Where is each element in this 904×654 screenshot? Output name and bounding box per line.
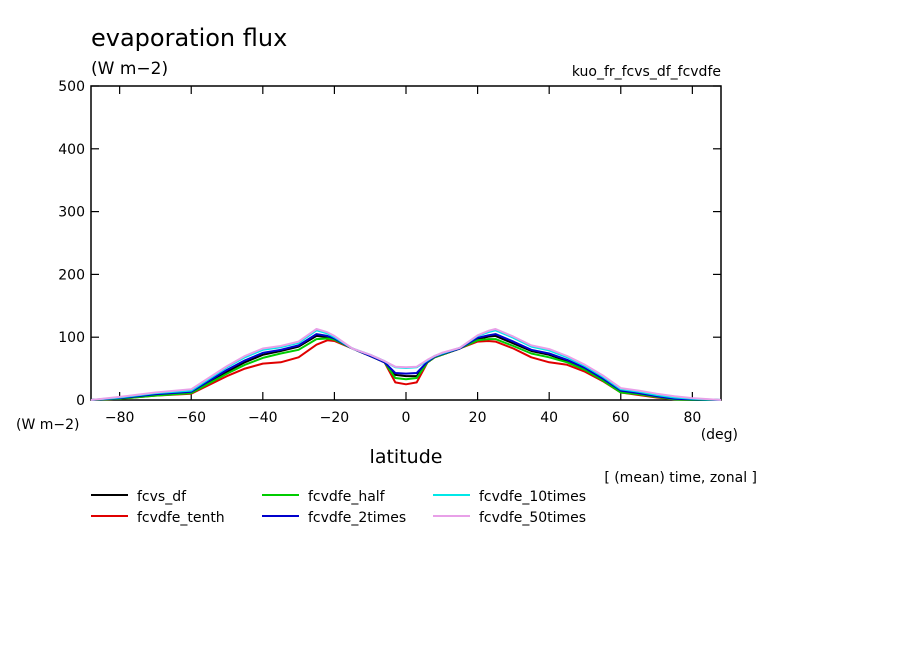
x-tick-label: 60 xyxy=(612,410,630,426)
y-tick-label: 0 xyxy=(76,393,85,409)
x-tick-label: −80 xyxy=(105,410,135,426)
y-tick-label: 500 xyxy=(58,79,85,95)
x-tick-label: −60 xyxy=(176,410,206,426)
chart-note: [ (mean) time, zonal ] xyxy=(604,470,757,486)
run-name: kuo_fr_fcvs_df_fcvdfe xyxy=(572,64,721,80)
plot-frame xyxy=(90,85,722,401)
x-tick-label: 0 xyxy=(402,410,411,426)
legend-label: fcvdfe_tenth xyxy=(137,510,225,526)
y-tick-label: 200 xyxy=(58,267,85,283)
series-line-fcvdfe-50times xyxy=(90,328,722,401)
series-lines xyxy=(90,328,722,401)
x-tick-label: −40 xyxy=(248,410,278,426)
legend-label: fcvdfe_50times xyxy=(479,510,586,526)
x-tick-label: 80 xyxy=(683,410,701,426)
legend-label: fcvdfe_2times xyxy=(308,510,406,526)
x-tick-label: −20 xyxy=(320,410,350,426)
legend-label: fcvdfe_10times xyxy=(479,489,586,505)
series-line-fcvdfe-2times xyxy=(90,333,722,401)
title-unit: (W m−2) xyxy=(91,59,168,79)
x-axis-label: latitude xyxy=(370,446,443,468)
legend: fcvs_df fcvdfe_tenth fcvdfe_half fcvdfe_2ti… xyxy=(91,489,586,526)
chart-title: evaporation flux xyxy=(91,24,287,52)
y-tick-label: 400 xyxy=(58,142,85,158)
x-tick-label: 40 xyxy=(540,410,558,426)
x-tick-label: 20 xyxy=(469,410,487,426)
legend-label: fcvs_df xyxy=(137,489,187,505)
legend-label: fcvdfe_half xyxy=(308,489,386,505)
x-axis-unit: (deg) xyxy=(701,427,738,443)
y-tick-label: 100 xyxy=(58,330,85,346)
axis-ticks: −80 −60 −40 −20 0 20 40 60 80 0 100 200 300 400 500 xyxy=(58,79,721,426)
y-axis-unit: (W m−2) xyxy=(16,417,80,433)
y-tick-label: 300 xyxy=(58,205,85,221)
